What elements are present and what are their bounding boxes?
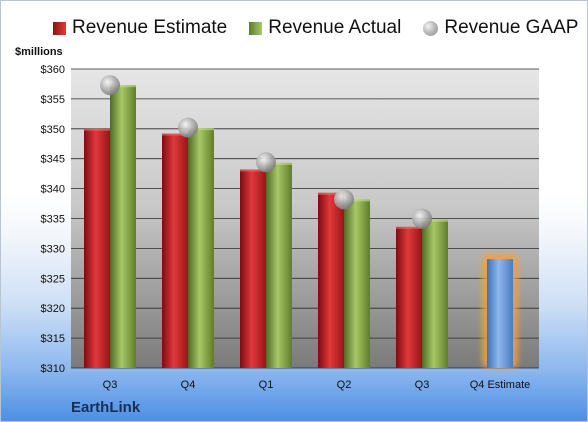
bar-actual: [188, 128, 214, 368]
gaap-marker: [100, 75, 120, 96]
y-tick-label: $345: [41, 154, 65, 166]
legend-item-actual: Revenue Actual: [249, 17, 401, 39]
legend-label-gaap: Revenue GAAP: [444, 17, 579, 38]
x-tick-label: Q2: [337, 379, 352, 391]
bar-estimate-highlight: [162, 133, 188, 136]
legend-swatch-actual: [249, 21, 263, 35]
y-tick-label: $310: [41, 363, 65, 375]
x-tick-label: Q4 Estimate: [470, 379, 531, 391]
y-tick-label: $320: [41, 303, 65, 315]
y-axis-unit-label: $millions: [15, 46, 63, 58]
y-tick-label: $350: [41, 124, 65, 136]
bar-estimate-highlight: [240, 169, 266, 172]
x-tick-label: Q1: [259, 379, 274, 391]
y-tick-label: $325: [41, 273, 65, 285]
bar-estimate-highlight: [318, 192, 344, 195]
gaap-marker: [412, 208, 432, 229]
y-tick-label: $335: [41, 214, 65, 226]
bar-estimate: [162, 133, 188, 368]
bar-actual-highlight: [344, 199, 370, 202]
legend-label-actual: Revenue Actual: [268, 17, 402, 38]
bar-actual-highlight: [188, 128, 214, 131]
bar-estimate: [240, 169, 266, 368]
bar-estimate-highlight: [396, 226, 422, 229]
legend-swatch-estimate: [53, 21, 66, 35]
y-tick-label: $360: [41, 64, 65, 76]
bar-estimate: [84, 128, 110, 368]
bar-actual: [110, 85, 136, 368]
bar-actual-highlight: [266, 162, 292, 165]
bar-estimate-highlight: [84, 128, 110, 131]
y-tick-label: $340: [41, 184, 65, 196]
bar-actual: [266, 162, 292, 368]
bar-actual-highlight: [110, 85, 136, 88]
gaap-marker: [334, 189, 354, 210]
legend-item-gaap: Revenue GAAP: [423, 17, 578, 39]
bar-actual: [344, 199, 370, 368]
bar-actual-highlight: [422, 219, 448, 222]
x-tick-label: Q4: [181, 379, 196, 391]
x-tick-label: Q3: [415, 379, 430, 391]
bar-estimate-forecast: [487, 259, 513, 368]
company-name: EarthLink: [71, 399, 141, 416]
legend: Revenue Estimate Revenue Actual Revenue …: [53, 17, 578, 39]
legend-swatch-gaap: [423, 20, 439, 36]
legend-label-estimate: Revenue Estimate: [72, 17, 228, 38]
bar-estimate: [396, 226, 422, 368]
bar-estimate: [318, 192, 344, 368]
y-tick-label: $355: [41, 94, 65, 106]
y-tick-label: $315: [41, 333, 65, 345]
legend-item-estimate: Revenue Estimate: [53, 17, 227, 39]
gaap-marker: [178, 117, 198, 138]
gaap-marker: [256, 152, 276, 173]
x-tick-label: Q3: [103, 379, 118, 391]
bar-actual: [422, 219, 448, 368]
y-tick-label: $330: [41, 243, 65, 255]
